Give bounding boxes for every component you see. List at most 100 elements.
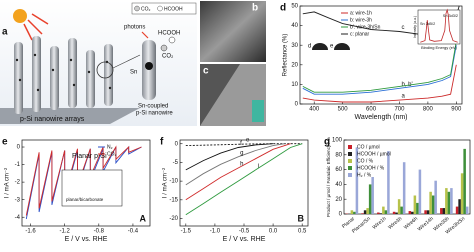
inset-peak-label: Sn 3d3/2 — [443, 14, 458, 18]
bar — [395, 212, 398, 214]
legend-label: N₂ — [107, 144, 113, 150]
bar — [382, 206, 385, 214]
y-tick-label: 80 — [335, 152, 342, 158]
data-line — [185, 143, 274, 171]
callout-circle — [96, 61, 114, 79]
x-axis-label: E / V vs. RHE — [223, 236, 266, 243]
light-ray — [23, 13, 49, 41]
x-tick-label: -0.5 — [239, 229, 250, 235]
reactant-label: CO₂ — [162, 54, 174, 60]
y-tick-label: -20 — [169, 216, 178, 222]
bar — [392, 211, 396, 214]
y-tick-label: 30 — [291, 43, 298, 49]
data-line — [185, 143, 303, 216]
inset-label: planar/bicarbonate — [66, 197, 104, 202]
legend-label: HCOOH / µmol — [357, 151, 391, 157]
bar — [458, 199, 461, 214]
legend-label: HCOOH / % — [357, 165, 385, 171]
y-tick-label: -2 — [15, 180, 21, 186]
panel-c: c — [200, 64, 266, 126]
data-line — [185, 143, 291, 201]
panel-a: CO₂ HCOOH a photons HCOOH CO₂ Sn p-Si na… — [0, 0, 197, 126]
x-tick-label: -0.4 — [128, 229, 139, 235]
plot-frame — [299, 5, 463, 105]
panel-label: a — [2, 27, 8, 38]
y-tick-label: 0 — [339, 212, 343, 218]
x-axis-label: Wavelength (nm) — [354, 114, 407, 121]
legend-swatch — [348, 159, 352, 163]
bar — [460, 173, 464, 214]
wire-caption: Sn-coupled — [138, 104, 168, 110]
photon-arrow — [141, 31, 149, 39]
x-axis-label: E / V vs. RHE — [65, 236, 108, 243]
x-tick-label: 500 — [338, 107, 349, 113]
hcooh-molecule — [168, 36, 176, 44]
bar — [366, 208, 369, 214]
legend-label: b: wire-3h — [350, 17, 372, 23]
sn-particle — [145, 62, 153, 70]
y-tick-label: 50 — [291, 4, 298, 10]
x-tick-label: 800 — [423, 107, 434, 113]
legend-swatch — [348, 166, 352, 170]
data-line — [302, 45, 457, 95]
legend-label: HCOOH — [164, 6, 183, 12]
y-tick-label: 10 — [291, 82, 298, 88]
x-tick-label: Wire3h — [387, 216, 403, 231]
curve-label: i — [258, 163, 259, 169]
legend-label: CO / µmol — [357, 144, 380, 150]
tem-image — [200, 64, 266, 126]
y-axis-label: Reflectance (%) — [283, 34, 289, 77]
legend-label: CO₂ — [107, 151, 117, 157]
y-tick-label: -4 — [15, 215, 21, 221]
bar — [397, 199, 401, 214]
y-tick-label: 0 — [295, 102, 299, 108]
y-tick-label: -3 — [15, 197, 21, 203]
bar — [408, 211, 412, 214]
droplet-label: d — [308, 44, 311, 50]
data-line — [185, 143, 303, 147]
sun — [13, 9, 27, 23]
y-axis-label: I / mA cm⁻² — [163, 168, 169, 198]
legend-label: a: wire-1h — [350, 10, 372, 16]
sem-image — [200, 1, 266, 62]
product-label: HCOOH — [158, 31, 180, 37]
bar — [442, 208, 446, 214]
bar — [363, 210, 367, 214]
bar — [445, 188, 448, 214]
x-tick-label: 400 — [309, 107, 320, 113]
bar — [387, 151, 390, 214]
array-caption: p-Si nanowire arrays — [20, 116, 85, 123]
panel-label: e — [2, 137, 8, 148]
x-tick-label: Wire1h — [372, 216, 388, 231]
curve-label: g — [240, 150, 243, 156]
inset-frame — [61, 169, 123, 207]
photons-label: photons — [124, 25, 145, 31]
bar — [402, 162, 406, 214]
x-tick-label: -1.6 — [25, 229, 36, 235]
bar — [434, 180, 437, 214]
y-tick-label: 100 — [332, 138, 343, 144]
bar — [418, 169, 422, 214]
inset-peak-label: Sn 3d5/2 — [420, 22, 435, 26]
data-line — [25, 145, 142, 216]
legend-label: b': wire-3h/Sn — [350, 24, 381, 30]
bar — [355, 147, 359, 214]
bar — [440, 208, 443, 214]
eds-map — [252, 100, 264, 122]
y-tick-label: -10 — [169, 179, 178, 185]
y-tick-label: 20 — [291, 62, 298, 68]
co2-molecule — [160, 44, 168, 52]
bar — [368, 184, 372, 214]
bar — [465, 206, 469, 214]
plot-frame — [343, 139, 471, 215]
bar — [400, 206, 403, 214]
panel-label: d — [280, 3, 286, 14]
bar — [426, 210, 430, 214]
bar — [350, 210, 354, 214]
plot-frame — [179, 139, 309, 227]
x-tick-label: 600 — [366, 107, 377, 113]
bar — [455, 206, 459, 214]
panel-tag: A — [140, 213, 147, 223]
bar — [371, 177, 374, 214]
sn-particles — [15, 53, 112, 92]
